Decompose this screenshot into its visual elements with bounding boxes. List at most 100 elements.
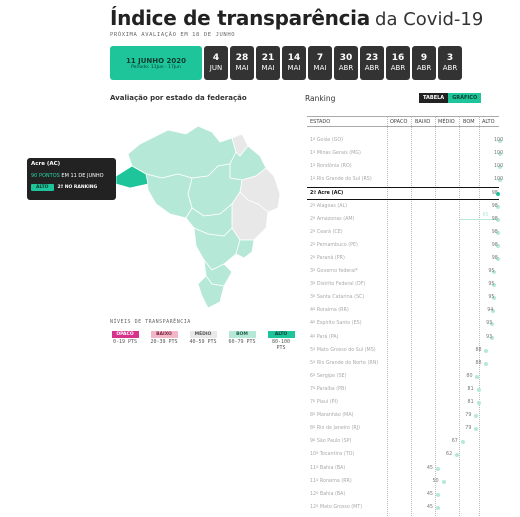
ranking-state: Ceará (CE) (316, 229, 343, 235)
ranking-row[interactable]: 2º Alagoas (AL) 98 (307, 201, 500, 214)
ranking-row-label: 3º Governo federal* (310, 269, 358, 274)
col-medio: MÉDIO (438, 119, 455, 125)
ranking-position: 8º (310, 413, 316, 419)
ranking-row-label: 1º Rondônia (RO) (310, 164, 352, 169)
ranking-row[interactable]: 3º Distrito Federal (DF) 95 (307, 279, 499, 292)
toggle-table-button[interactable]: TABELA (419, 93, 449, 103)
ranking-position: 2º (310, 216, 316, 222)
ranking-row[interactable]: 3º Santa Catarina (SC) 95 (307, 292, 499, 305)
ranking-state: Minas Gerais (MG) (316, 151, 361, 157)
ranking-row[interactable]: 4º Espírito Santo (ES) 93 (307, 318, 499, 331)
ranking-row[interactable]: 2º Paraná (PR) 98 (307, 253, 500, 266)
legend-range: 80-100 PTS (271, 339, 291, 351)
ranking-row-label: 12º Bahia (BA) (310, 492, 345, 497)
ranking-row[interactable]: 1º Rio Grande do Sul (RS) 100 (307, 174, 503, 187)
ranking-dot (495, 217, 500, 222)
ranking-row[interactable]: 3º Governo federal* 95 (307, 266, 499, 279)
ranking-row[interactable]: 2º Amazonas (AM) 65 98 (307, 213, 500, 227)
ranking-row[interactable]: 1º Rondônia (RO) 100 (307, 161, 503, 174)
date-card[interactable]: 16 ABR (386, 46, 410, 80)
legend-item: OPACO 0-19 PTS (110, 331, 140, 351)
date-card[interactable]: 4 JUN (204, 46, 228, 80)
ranking-row-label: 8º Maranhão (MA) (310, 413, 353, 418)
ranking-row[interactable]: 6º Sergipe (SE) 80 (307, 371, 499, 384)
map-state-acre[interactable] (115, 165, 149, 189)
ranking-value: 93 (486, 334, 493, 340)
ranking-row[interactable]: 5º Mato Grosso do Sul (MS) 88 (307, 345, 499, 358)
page-title: Índice de transparência da Covid-19 (110, 6, 483, 30)
ranking-row-label: 12º Mato Grosso (MT) (310, 505, 362, 510)
active-date-label: 11 JUNHO 2020 (125, 56, 187, 65)
ranking-state: Pernambuco (PE) (316, 242, 358, 248)
ranking-position: 3º (310, 269, 316, 274)
tooltip-rank: 2º NO RANKING (57, 185, 98, 190)
title-bold: Índice de transparência (110, 6, 370, 30)
next-evaluation-note: PRÓXIMA AVALIAÇÃO EM 18 DE JUNHO (110, 32, 236, 38)
ranking-position: 1º (310, 164, 316, 170)
ranking-row[interactable]: 12º Bahia (BA) 45 (307, 489, 499, 502)
ranking-row-label: 2º Alagoas (AL) (310, 204, 347, 209)
date-card[interactable]: 7 MAI (308, 46, 332, 80)
legend-title: NÍVEIS DE TRANSPARÊNCIA (110, 319, 191, 325)
view-toggle: TABELA GRÁFICO (419, 93, 482, 103)
map-state[interactable] (197, 275, 225, 309)
date-card[interactable]: 3 ABR (438, 46, 462, 80)
ranking-dot (474, 427, 479, 432)
ranking-row[interactable]: 1º Goiás (GO) 100 (307, 135, 503, 148)
ranking-row[interactable]: 9º São Paulo (SP) 67 (307, 436, 499, 449)
ranking-position: 2º (310, 229, 316, 235)
date-card[interactable]: 23 ABR (360, 46, 384, 80)
ranking-dot (495, 230, 500, 235)
date-card-active[interactable]: 11 JUNHO 2020 Período: 11Jun - 17Jun (110, 46, 202, 80)
ranking-row[interactable]: 8º Rio de Janeiro (RJ) 79 (307, 423, 499, 436)
ranking-row[interactable]: 2º Pernambuco (PE) 98 (307, 240, 500, 253)
ranking-row[interactable]: 7º Piauí (PI) 81 (307, 397, 499, 410)
legend-item: BAIXO 20-39 PTS (149, 331, 179, 351)
date-card[interactable]: 30 ABR (334, 46, 358, 80)
ranking-row-label: 3º Distrito Federal (DF) (310, 282, 365, 287)
ranking-position: 4º (310, 308, 316, 314)
ranking-state: Roraima (RR) (316, 308, 349, 314)
ranking-state: Paraíba (PB) (316, 386, 347, 392)
legend-chip: MÉDIO (189, 331, 217, 338)
ranking-dot (492, 296, 497, 301)
date-card[interactable]: 21 MAI (256, 46, 280, 80)
date-card[interactable]: 28 MAI (230, 46, 254, 80)
ranking-value: 81 (467, 400, 474, 405)
ranking-row[interactable]: 1º Minas Gerais (MG) 100 (307, 148, 503, 161)
map-state[interactable] (145, 173, 193, 219)
ranking-position: 9º (310, 439, 316, 445)
other-dates: 4 JUN 28 MAI 21 MAI 14 MAI 7 MAI 30 ABR 23 ABR 16 ABR 9 A… (204, 46, 462, 80)
ranking-row[interactable]: 2º Ceará (CE) 98 (307, 227, 500, 240)
ranking-row[interactable]: 4º Pará (PA) 93 (307, 332, 499, 345)
ranking-dot (495, 243, 500, 248)
date-card[interactable]: 9 ABR (412, 46, 436, 80)
map-section-title: Avaliação por estado da federação (110, 94, 247, 102)
ranking-row[interactable]: 11º Roraima (RR) 50 (307, 476, 499, 489)
ranking-row[interactable]: 8º Maranhão (MA) 79 (307, 410, 499, 423)
date-day: 28 (235, 53, 249, 63)
ranking-position: 6º (310, 373, 316, 379)
map-state[interactable] (235, 239, 255, 259)
ranking-row[interactable]: 5º Rio Grande do Norte (RN) 88 (307, 358, 499, 371)
toggle-chart-button[interactable]: GRÁFICO (448, 93, 482, 103)
ranking-dot (484, 348, 489, 353)
ranking-row-label: 2º Paraná (PR) (310, 256, 345, 261)
ranking-row[interactable]: 12º Mato Grosso (MT) 45 (307, 502, 499, 515)
ranking-value: 81 (467, 386, 474, 392)
tooltip-points: 90 PONTOS EM 11 DE JUNHO (31, 173, 112, 179)
ranking-row-label: 3º Santa Catarina (SC) (310, 295, 364, 300)
ranking-dot (441, 479, 446, 484)
ranking-state: Alagoas (AL) (316, 203, 348, 209)
ranking-row[interactable]: 10º Tocantins (TO) 62 (307, 449, 499, 462)
ranking-row[interactable]: 4º Roraima (RR) 94 (307, 305, 499, 318)
ranking-row[interactable]: 2º Acre (AC) 98 (307, 187, 500, 201)
legend-chip: OPACO (111, 331, 139, 338)
ranking-state: Goiás (GO) (316, 138, 344, 143)
ranking-row[interactable]: 7º Paraíba (PB) 81 (307, 384, 499, 397)
ranking-dot (491, 309, 496, 314)
ranking-row[interactable]: 11º Bahia (BA) 45 (307, 463, 499, 476)
ranking-position: 1º (310, 177, 316, 183)
ranking-value: 94 (487, 308, 494, 314)
date-card[interactable]: 14 MAI (282, 46, 306, 80)
